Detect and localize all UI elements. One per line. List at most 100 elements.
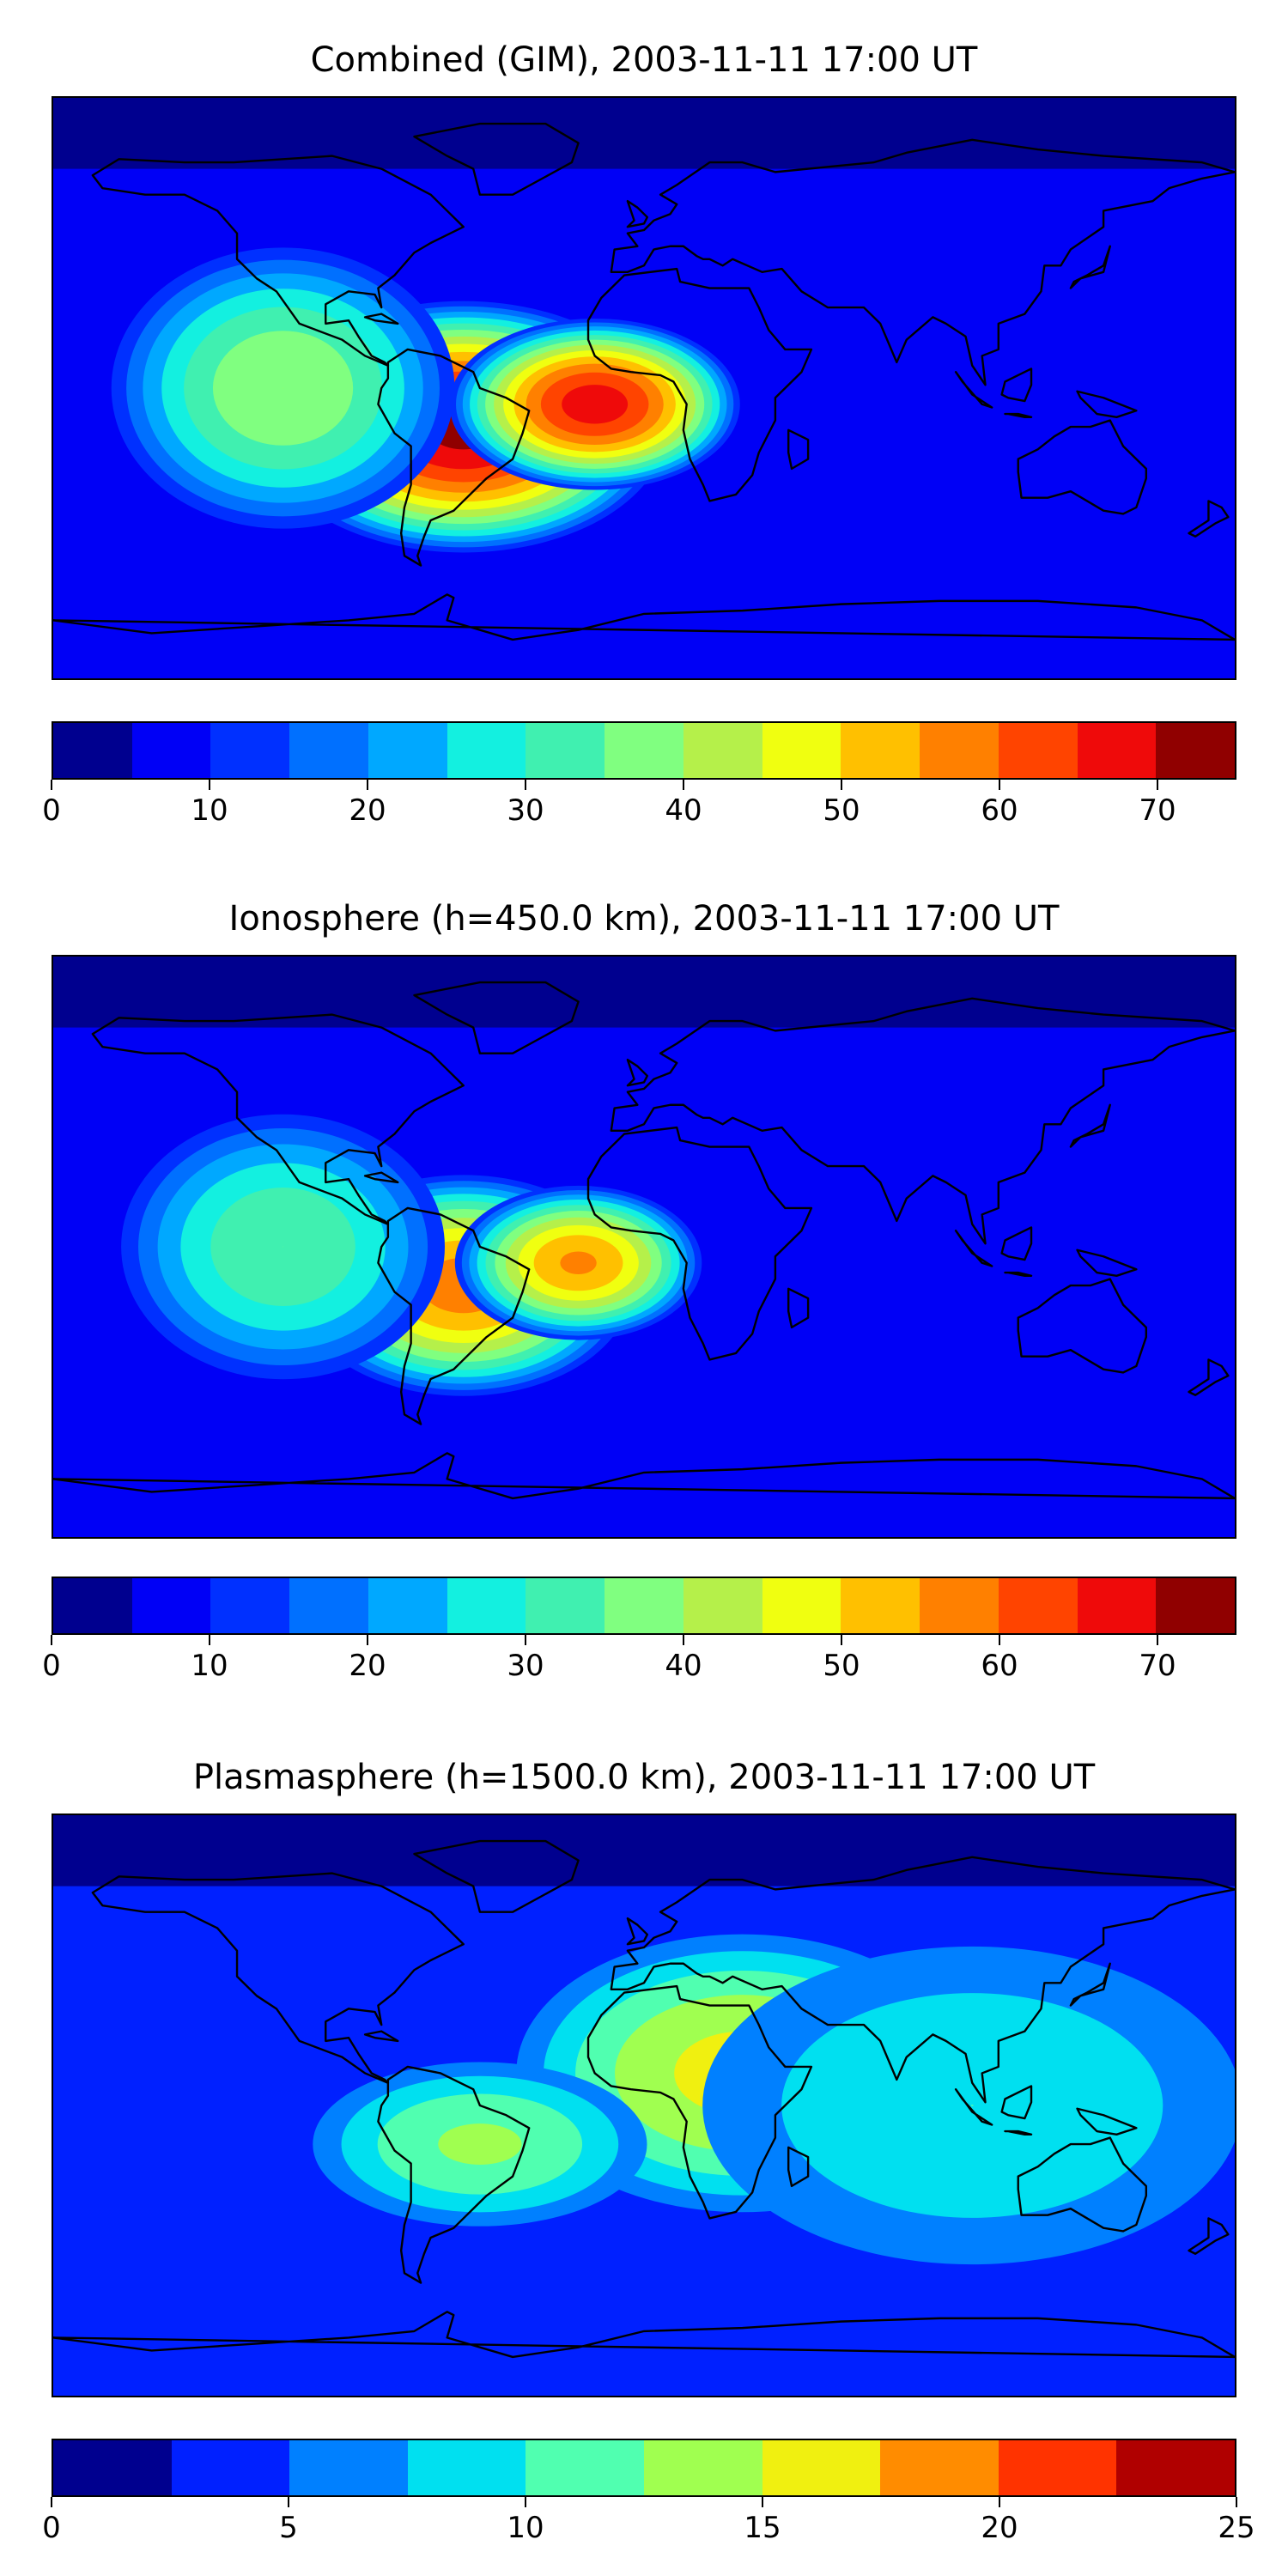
colorbar-segment [762,1578,841,1633]
coastline [1078,1250,1137,1276]
colorbar-tick-mark [683,780,684,790]
field-polar-band [53,1815,1235,1886]
map-combined[interactable] [52,96,1236,680]
coastline [611,1857,1235,2102]
coastline [1078,2109,1137,2135]
coastline [1005,414,1031,417]
colorbar-segment [171,2440,290,2495]
colorbar-tick-mark [51,2497,52,2507]
colorbar-segment [447,723,526,778]
contour-band [560,1251,597,1275]
colorbar-tick-mark [999,780,1000,790]
colorbar-tick-mark [288,2497,289,2507]
colorbar-tick-label: 10 [191,1649,228,1683]
contour-band [438,2123,522,2165]
coastline [788,430,808,469]
colorbar-segment [407,2440,526,2495]
coastline [93,1874,464,2083]
coastline [956,2089,992,2124]
colorbar-segment [210,723,290,778]
coastline [365,314,398,324]
colorbar-segment [53,723,132,778]
colorbar-segment [131,1578,211,1633]
colorbar-tick-label: 50 [823,793,860,828]
colorbar-tick-mark [525,1635,526,1645]
colorbar-tick-label: 10 [191,793,228,828]
colorbar-tick-mark [1157,1635,1158,1645]
colorbar-segment [920,1578,999,1633]
coastline [1071,1105,1110,1147]
colorbar-tick-label: 0 [42,1649,61,1683]
colorbar-tick-label: 15 [744,2511,781,2545]
title-plasmasphere: Plasmasphere (h=1500.0 km), 2003-11-11 1… [192,1758,1096,1797]
colorbar-segment [1077,1578,1157,1633]
colorbar-segment [368,723,447,778]
colorbar-tick-mark [367,780,368,790]
map-ionosphere-svg [53,957,1235,1537]
coastline [1002,2086,1031,2118]
colorbar-tick-label: 20 [981,2511,1018,2545]
coastline [1071,1964,1110,2006]
coastline [53,1453,1235,1498]
coastline [53,2312,1235,2357]
colorbar-segment [1156,1578,1236,1633]
colorbar-segment [289,723,368,778]
colorbar-segment [880,2440,999,2495]
colorbar-segment [605,723,683,778]
title-ionosphere: Ionosphere (h=450.0 km), 2003-11-11 17:0… [228,899,1060,939]
colorbar-segment [53,2440,172,2495]
coastline [378,1208,529,1425]
colorbar-tick-mark [367,1635,368,1645]
coastline [956,372,992,407]
coastline [93,1015,464,1224]
colorbar-tick-label: 60 [981,1649,1018,1683]
colorbar-segment [643,2440,762,2495]
coastline [788,1289,808,1327]
colorbar-tick-mark [999,1635,1000,1645]
coastline [611,140,1235,385]
colorbar-tick-mark [209,780,210,790]
map-ionosphere[interactable] [52,955,1236,1539]
colorbar-tick-mark [525,780,526,790]
coastline [1188,501,1228,536]
colorbar-tick-label: 20 [349,793,386,828]
colorbar-tick-mark [209,1635,210,1645]
colorbar-segment [762,2440,881,2495]
coastline [1018,2138,1146,2232]
colorbar-segment [131,723,211,778]
coastline [628,1060,647,1085]
colorbar-plasmasphere [52,2439,1236,2497]
map-plasmasphere[interactable] [52,1814,1236,2397]
coastline [628,1918,647,1944]
colorbar-combined [52,721,1236,780]
colorbar-segment [53,1578,132,1633]
colorbar-tick-label: 40 [665,1649,702,1683]
coastline [588,269,811,501]
colorbar-segment [920,723,999,778]
colorbar-tick-label: 10 [507,2511,544,2545]
colorbar-segment [526,1578,605,1633]
colorbar-segment [998,2440,1117,2495]
field-polar-band [53,98,1235,169]
colorbar-segment [210,1578,290,1633]
colorbar-tick-label: 5 [279,2511,298,2545]
coastline [1002,368,1031,401]
colorbar-segment [526,2440,644,2495]
contour-band [970,2105,974,2106]
coastline [1018,1279,1146,1373]
coastline [1188,1359,1228,1394]
coastline [414,982,578,1054]
contour-band [562,385,629,424]
colorbar-tick-mark [1236,2497,1237,2507]
title-combined: Combined (GIM), 2003-11-11 17:00 UT [310,40,978,80]
colorbar-segment [1077,723,1157,778]
colorbar-tick-label: 60 [981,793,1018,828]
coastline [365,2032,398,2041]
coastline [628,201,647,227]
coastline [1005,1273,1031,1276]
coastline [378,2067,529,2283]
colorbar-tick-mark [525,2497,526,2507]
coastline [588,1986,811,2218]
colorbar-tick-label: 70 [1139,1649,1176,1683]
map-plasmasphere-svg [53,1815,1235,2396]
